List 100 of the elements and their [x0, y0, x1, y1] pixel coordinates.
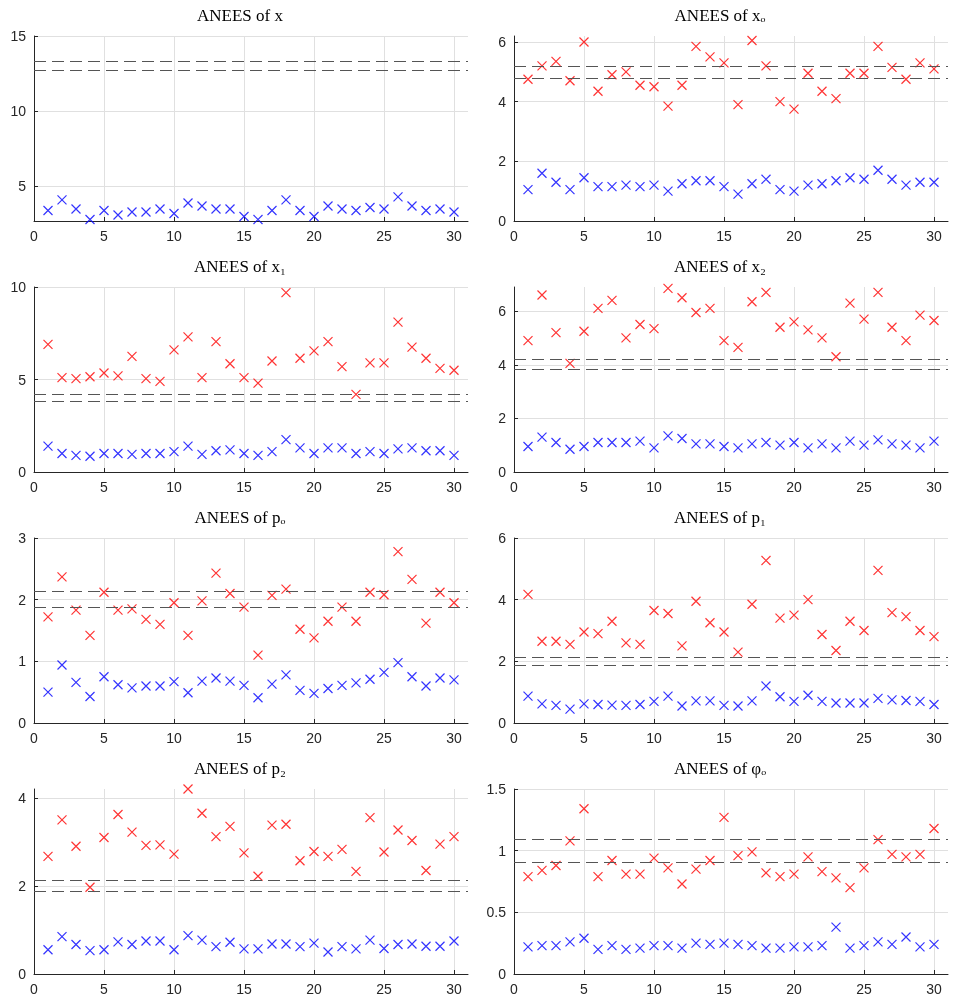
point	[536, 432, 548, 443]
point	[364, 812, 376, 823]
point	[690, 41, 702, 52]
point	[718, 700, 730, 711]
point	[448, 831, 460, 842]
point	[322, 683, 334, 694]
point	[56, 814, 68, 825]
point	[182, 630, 194, 641]
point	[662, 283, 674, 294]
x-tick-label: 20	[786, 228, 802, 244]
x-tick-label: 30	[446, 981, 462, 997]
point	[550, 940, 562, 951]
x-tick-label: 10	[646, 228, 662, 244]
point	[294, 442, 306, 454]
point	[154, 839, 166, 851]
point	[564, 75, 576, 86]
point	[830, 645, 842, 656]
point	[704, 939, 716, 950]
point	[112, 809, 124, 820]
point	[84, 214, 96, 225]
point	[634, 869, 646, 880]
point	[690, 596, 702, 607]
point	[732, 850, 744, 861]
point	[886, 438, 898, 449]
x-tick-label: 25	[856, 981, 872, 997]
point	[98, 205, 110, 216]
point	[420, 680, 432, 692]
point	[900, 440, 912, 451]
point	[84, 882, 96, 893]
point	[774, 440, 786, 451]
point	[84, 451, 96, 462]
point	[42, 851, 54, 862]
point	[280, 194, 292, 206]
point	[718, 335, 730, 346]
point	[224, 821, 236, 832]
point	[294, 353, 306, 364]
point	[774, 943, 786, 954]
point	[844, 882, 856, 893]
point	[406, 442, 418, 454]
x-tick-label: 30	[926, 228, 942, 244]
point	[886, 322, 898, 333]
point	[126, 827, 138, 838]
point	[140, 373, 152, 384]
point	[690, 307, 702, 318]
x-tick-label: 15	[716, 730, 732, 746]
point	[406, 938, 418, 950]
point	[210, 445, 222, 456]
point	[662, 608, 674, 619]
point	[154, 680, 166, 692]
point	[802, 324, 814, 335]
point	[322, 946, 334, 958]
x-tick-label: 10	[166, 228, 182, 244]
point	[788, 437, 800, 448]
point	[126, 939, 138, 950]
point	[280, 938, 292, 950]
point	[620, 180, 632, 191]
y-tick-label: 4	[498, 356, 507, 373]
point	[606, 700, 618, 711]
point	[648, 81, 660, 92]
point	[858, 440, 870, 451]
point	[392, 443, 404, 454]
point	[886, 62, 898, 73]
point	[564, 704, 576, 715]
point	[802, 851, 814, 862]
point	[550, 437, 562, 448]
point	[914, 696, 926, 707]
point	[760, 437, 772, 448]
point	[364, 587, 376, 598]
point	[70, 677, 82, 688]
point	[70, 841, 82, 852]
point	[704, 438, 716, 449]
point	[252, 692, 264, 703]
point	[886, 607, 898, 618]
point	[252, 214, 264, 225]
point	[578, 326, 590, 337]
point	[98, 587, 110, 598]
y-tick-label: 5	[18, 371, 27, 388]
point	[112, 679, 124, 690]
point	[126, 351, 138, 362]
y-tick-label: 2	[18, 877, 27, 894]
point	[844, 436, 856, 447]
point	[732, 700, 744, 712]
point	[830, 697, 842, 709]
point	[42, 205, 54, 216]
point	[858, 314, 870, 325]
point	[406, 342, 418, 353]
point	[536, 636, 548, 647]
point	[578, 803, 590, 814]
point	[802, 442, 814, 453]
point	[522, 871, 534, 882]
point	[746, 296, 758, 307]
point	[196, 934, 208, 946]
point	[914, 310, 926, 321]
point	[816, 86, 828, 97]
point	[690, 438, 702, 449]
chart-title: ANEES of x₁	[194, 257, 286, 276]
point	[858, 68, 870, 79]
point	[550, 636, 562, 647]
point	[816, 178, 828, 189]
point	[648, 442, 660, 453]
